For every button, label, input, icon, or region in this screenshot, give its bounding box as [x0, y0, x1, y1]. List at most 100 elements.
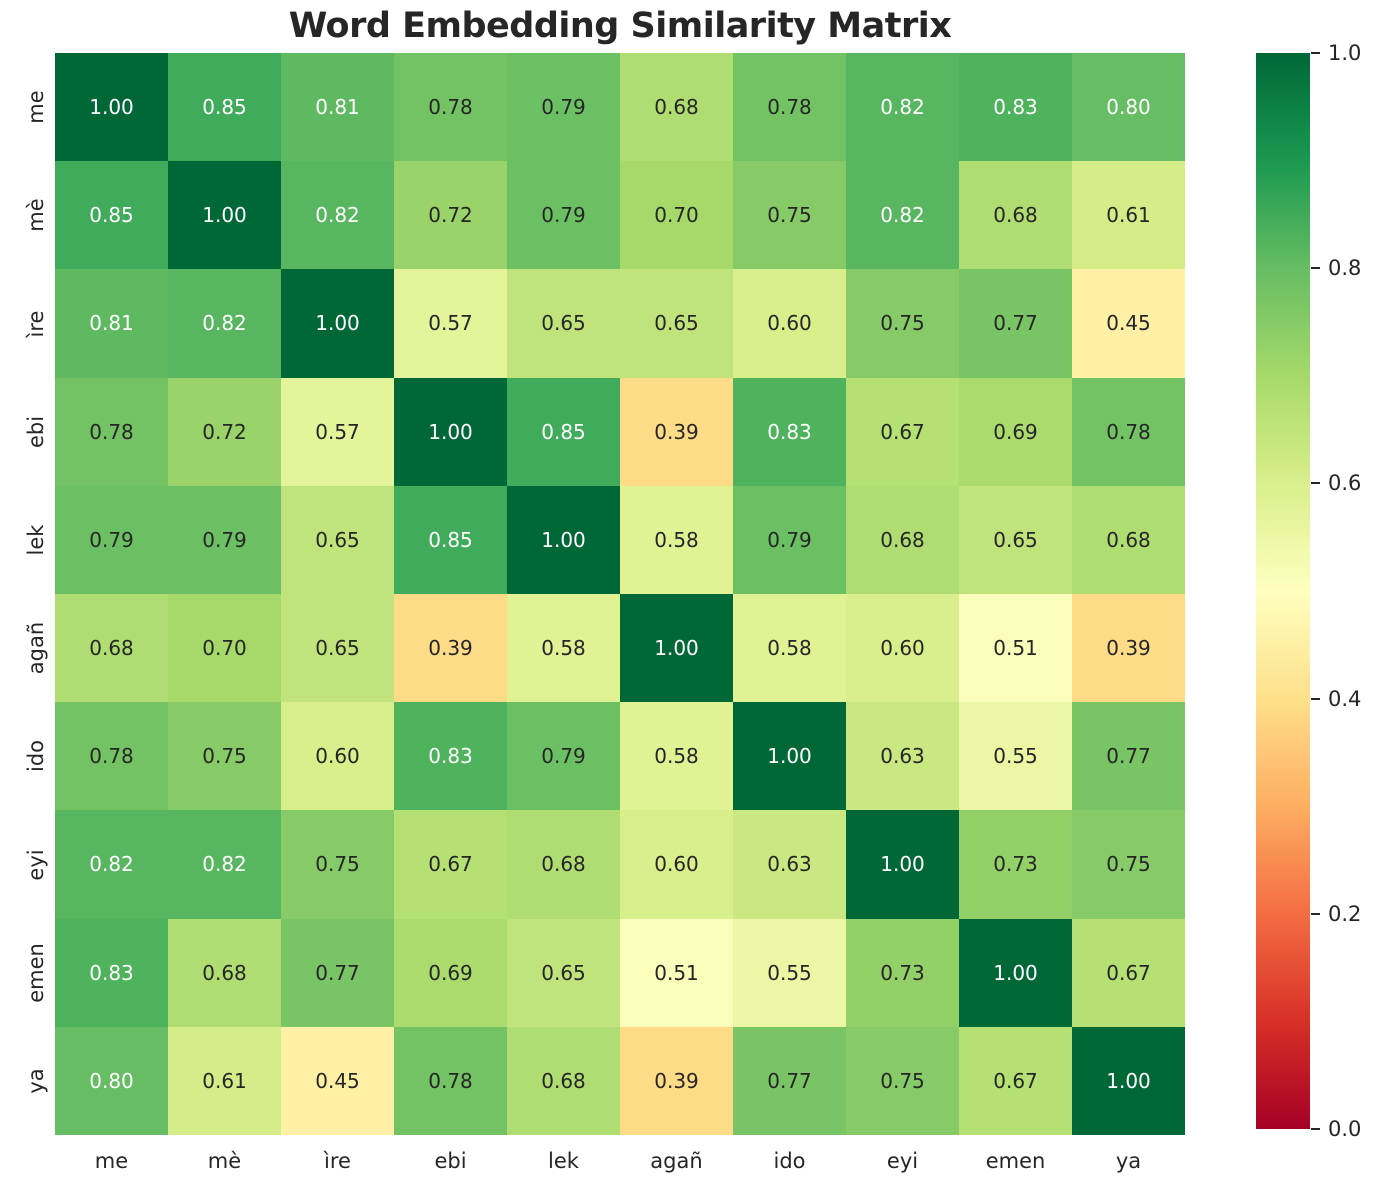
heatmap-cell-ya-mè: 0.61 — [168, 1026, 281, 1135]
heatmap-cell-ido-eyi: 0.63 — [846, 702, 959, 811]
heatmap-cell-ebi-ido: 0.83 — [733, 377, 846, 486]
x-tick-label-ya: ya — [1115, 1149, 1142, 1173]
colorbar-tick-mark-0.0 — [1311, 1128, 1320, 1130]
heatmap-cell-mè-eyi: 0.82 — [846, 161, 959, 270]
heatmap-cell-eyi-me: 0.82 — [55, 810, 168, 919]
heatmap-cell-ebi-agañ: 0.39 — [620, 377, 733, 486]
y-tick-label-eyi: eyi — [24, 848, 48, 881]
heatmap-cell-ebi-mè: 0.72 — [168, 377, 281, 486]
heatmap-cell-agañ-lek: 0.58 — [507, 593, 620, 703]
x-tick-label-emen: emen — [985, 1149, 1046, 1173]
heatmap-cell-me-agañ: 0.68 — [620, 53, 733, 162]
heatmap-cell-eyi-ya: 0.75 — [1072, 810, 1185, 919]
heatmap-cell-emen-me: 0.83 — [55, 918, 168, 1027]
heatmap-cell-agañ-ìre: 0.65 — [281, 593, 394, 703]
y-tick-label-me: me — [24, 90, 48, 124]
heatmap-cell-mè-ebi: 0.72 — [394, 161, 507, 270]
heatmap-cell-ebi-eyi: 0.67 — [846, 377, 959, 486]
heatmap-cell-eyi-eyi: 1.00 — [846, 810, 959, 919]
x-tick-label-me: me — [94, 1149, 129, 1173]
colorbar-tick-label-0.8: 0.8 — [1328, 256, 1362, 281]
heatmap-cell-agañ-ebi: 0.39 — [394, 593, 507, 703]
x-tick-label-ebi: ebi — [434, 1149, 467, 1173]
y-tick-label-lek: lek — [24, 524, 48, 556]
heatmap-cell-eyi-lek: 0.68 — [507, 810, 620, 919]
heatmap-cell-ido-ya: 0.77 — [1072, 702, 1185, 811]
heatmap-cell-agañ-mè: 0.70 — [168, 593, 281, 703]
heatmap-cell-ìre-ìre: 1.00 — [281, 269, 394, 378]
heatmap-cell-lek-ya: 0.68 — [1072, 485, 1185, 594]
x-tick-label-ìre: ìre — [324, 1149, 351, 1173]
heatmap-cell-ebi-ebi: 1.00 — [394, 377, 507, 486]
heatmap-cell-ìre-me: 0.81 — [55, 269, 168, 378]
heatmap-cell-ìre-eyi: 0.75 — [846, 269, 959, 378]
heatmap-cell-agañ-agañ: 1.00 — [620, 593, 733, 703]
heatmap-cell-ido-lek: 0.79 — [507, 702, 620, 811]
heatmap-cell-ìre-mè: 0.82 — [168, 269, 281, 378]
heatmap-cell-mè-ìre: 0.82 — [281, 161, 394, 270]
heatmap-cell-me-ido: 0.78 — [733, 53, 846, 162]
heatmap-cell-emen-ìre: 0.77 — [281, 918, 394, 1027]
heatmap-cell-ido-mè: 0.75 — [168, 702, 281, 811]
heatmap-cell-ido-ebi: 0.83 — [394, 702, 507, 811]
heatmap-cell-emen-emen: 1.00 — [959, 918, 1072, 1027]
colorbar — [1256, 53, 1310, 1129]
heatmap-cell-emen-lek: 0.65 — [507, 918, 620, 1027]
heatmap-cell-ebi-ìre: 0.57 — [281, 377, 394, 486]
heatmap-cell-lek-agañ: 0.58 — [620, 485, 733, 594]
heatmap-cell-ya-eyi: 0.75 — [846, 1026, 959, 1135]
y-tick-label-ìre: ìre — [24, 310, 48, 337]
heatmap-cell-eyi-ìre: 0.75 — [281, 810, 394, 919]
heatmap-cell-me-mè: 0.85 — [168, 53, 281, 162]
heatmap-cell-me-lek: 0.79 — [507, 53, 620, 162]
heatmap-cell-lek-me: 0.79 — [55, 485, 168, 594]
heatmap-cell-agañ-emen: 0.51 — [959, 593, 1072, 703]
heatmap-cell-ya-ya: 1.00 — [1072, 1026, 1185, 1135]
heatmap-cell-mè-emen: 0.68 — [959, 161, 1072, 270]
heatmap-cell-emen-ebi: 0.69 — [394, 918, 507, 1027]
heatmap-cell-lek-eyi: 0.68 — [846, 485, 959, 594]
heatmap-cell-lek-lek: 1.00 — [507, 485, 620, 594]
heatmap-cell-ya-ìre: 0.45 — [281, 1026, 394, 1135]
heatmap-cell-eyi-ido: 0.63 — [733, 810, 846, 919]
heatmap-cell-ìre-ya: 0.45 — [1072, 269, 1185, 378]
heatmap-cell-eyi-mè: 0.82 — [168, 810, 281, 919]
heatmap-cell-me-ya: 0.80 — [1072, 53, 1185, 162]
heatmap-cell-mè-me: 0.85 — [55, 161, 168, 270]
y-tick-label-emen: emen — [24, 942, 48, 1003]
heatmap-cell-emen-agañ: 0.51 — [620, 918, 733, 1027]
heatmap-cell-ìre-emen: 0.77 — [959, 269, 1072, 378]
y-tick-label-ebi: ebi — [24, 415, 48, 448]
heatmap-cell-ya-lek: 0.68 — [507, 1026, 620, 1135]
heatmap-cell-ìre-ebi: 0.57 — [394, 269, 507, 378]
heatmap-grid: 1.00 0.85 0.81 0.78 0.79 0.68 0.78 0.82 0.83 0.80… — [55, 53, 1185, 1135]
colorbar-tick-mark-0.4 — [1311, 697, 1320, 700]
y-tick-label-agañ: agañ — [24, 621, 48, 675]
heatmap-cell-ìre-lek: 0.65 — [507, 269, 620, 378]
heatmap-cell-ido-me: 0.78 — [55, 702, 168, 811]
heatmap-cell-me-eyi: 0.82 — [846, 53, 959, 162]
heatmap-cell-agañ-ido: 0.58 — [733, 593, 846, 703]
y-tick-label-ya: ya — [24, 1068, 48, 1094]
heatmap-cell-emen-ya: 0.67 — [1072, 918, 1185, 1027]
heatmap-cell-ya-ido: 0.77 — [733, 1026, 846, 1135]
x-tick-label-eyi: eyi — [886, 1149, 919, 1173]
heatmap-cell-ya-ebi: 0.78 — [394, 1026, 507, 1135]
colorbar-tick-label-0.4: 0.4 — [1328, 686, 1362, 711]
heatmap-cell-eyi-ebi: 0.67 — [394, 810, 507, 919]
chart-title: Word Embedding Similarity Matrix — [288, 6, 952, 46]
heatmap-cell-emen-ido: 0.55 — [733, 918, 846, 1027]
heatmap-cell-emen-eyi: 0.73 — [846, 918, 959, 1027]
heatmap-cell-mè-lek: 0.79 — [507, 161, 620, 270]
heatmap-cell-mè-ya: 0.61 — [1072, 161, 1185, 270]
heatmap-cell-mè-ido: 0.75 — [733, 161, 846, 270]
heatmap-cell-agañ-ya: 0.39 — [1072, 593, 1185, 703]
heatmap-cell-emen-mè: 0.68 — [168, 918, 281, 1027]
heatmap-cell-mè-mè: 1.00 — [168, 161, 281, 270]
heatmap-cell-agañ-eyi: 0.60 — [846, 593, 959, 703]
x-tick-label-agañ: agañ — [650, 1149, 703, 1173]
x-tick-label-ido: ido — [773, 1149, 806, 1173]
y-tick-label-mè: mè — [24, 198, 48, 232]
heatmap-cell-lek-ebi: 0.85 — [394, 485, 507, 594]
